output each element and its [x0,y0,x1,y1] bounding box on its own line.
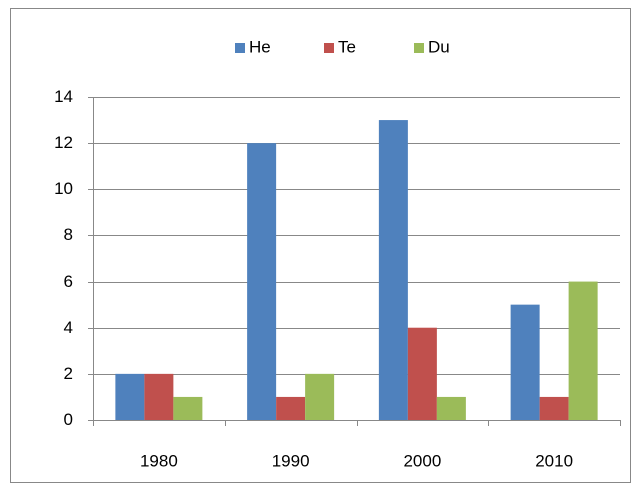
x-tick-label: 1990 [272,451,310,470]
legend-swatch [324,43,334,53]
y-tick-label: 2 [64,364,73,383]
bar [378,120,408,421]
bar [510,304,540,420]
bar [144,373,174,420]
y-tick-label: 12 [54,133,73,152]
legend-swatch [235,43,245,53]
legend-label: He [249,37,271,56]
legend-swatch [414,43,424,53]
bar [436,396,466,420]
bar [276,396,306,420]
bar [115,373,145,420]
x-tick-label: 1980 [140,451,178,470]
bar [539,396,569,420]
bar [173,396,203,420]
y-tick-label: 10 [54,179,73,198]
x-tick-label: 2010 [535,451,573,470]
x-tick-label: 2000 [403,451,441,470]
y-tick-label: 6 [64,272,73,291]
bar [407,327,437,420]
legend-label: Du [428,37,450,56]
bar [568,281,598,420]
y-tick-label: 8 [64,225,73,244]
y-tick-label: 0 [64,410,73,429]
bar [305,373,335,420]
legend-label: Te [338,37,356,56]
bar [247,143,277,420]
y-tick-label: 4 [64,318,73,337]
y-tick-label: 14 [54,87,73,106]
